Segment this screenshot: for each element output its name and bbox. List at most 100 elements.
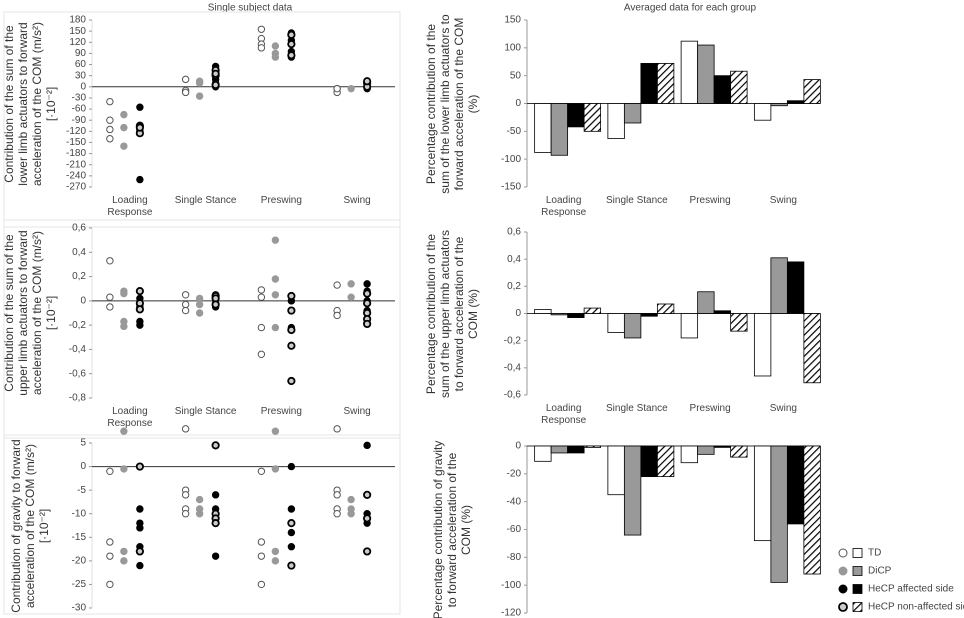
data-point (195, 510, 204, 518)
plot-frame (3, 11, 401, 228)
plot-frame (3, 434, 401, 615)
bar (770, 445, 788, 583)
y-tick-label: 0 (515, 441, 521, 452)
data-point (257, 25, 266, 33)
data-point (106, 257, 114, 265)
x-tick-label: Single Stance (606, 195, 668, 206)
data-point (363, 77, 372, 86)
bar (583, 307, 602, 314)
data-point (333, 425, 341, 433)
data-point (257, 286, 266, 294)
x-tick-label: Swing (769, 195, 797, 206)
data-point (287, 51, 296, 60)
data-point (120, 465, 128, 473)
legend-label: DiCP (868, 566, 892, 577)
data-point (106, 467, 114, 475)
data-point (195, 77, 204, 85)
y-axis-label: Percentage contribution of gravity to fo… (431, 440, 473, 618)
y-tick-label: 0 (80, 295, 86, 306)
x-tick-label: Swing (769, 403, 797, 414)
bar (753, 445, 772, 542)
data-point (347, 495, 355, 504)
y-tick-label: -60 (507, 524, 522, 535)
x-tick-label: Single Stance (174, 406, 237, 417)
y-tick-label: -120 (501, 608, 521, 618)
data-point (106, 303, 114, 311)
data-point (333, 510, 341, 518)
bar (640, 63, 658, 104)
y-tick-label: 60 (75, 59, 87, 70)
data-point (287, 376, 296, 386)
data-point (271, 275, 280, 283)
bar (607, 313, 625, 333)
y-tick-label: 30 (75, 70, 87, 81)
data-point (363, 547, 372, 556)
data-point (181, 491, 190, 499)
data-point (136, 561, 144, 570)
data-point (271, 291, 280, 299)
data-point (106, 97, 114, 106)
data-point (106, 293, 114, 301)
data-point (195, 300, 204, 309)
y-axis-label: Percentage contribution of the sum of th… (424, 13, 480, 194)
bar (567, 313, 585, 318)
data-point (195, 92, 204, 100)
y-tick-label: 0 (515, 308, 521, 319)
data-point (287, 341, 296, 350)
x-tick-label: Single Stance (606, 403, 668, 414)
data-point (257, 552, 266, 560)
bar (730, 445, 748, 458)
x-tick-label: Swing (343, 195, 371, 206)
legend-point (838, 548, 848, 558)
y-tick-label: -0,2 (69, 320, 87, 331)
data-point (136, 505, 144, 513)
bar (534, 309, 552, 314)
plot-frame (3, 219, 401, 439)
y-tick-label: 0,2 (72, 271, 86, 282)
data-point (363, 514, 372, 523)
bar (713, 445, 732, 448)
bar (550, 445, 569, 454)
data-point (271, 427, 280, 435)
y-tick-label: 150 (69, 26, 86, 37)
data-point (120, 322, 128, 331)
legend-label: HeCP affected side (868, 584, 954, 595)
bar (656, 63, 675, 104)
data-point (287, 519, 296, 528)
data-point (181, 75, 190, 84)
y-tick-label: -0,2 (504, 335, 522, 346)
y-axis-label: Percentage contribution of the sum of th… (424, 229, 480, 398)
y-tick-label: 5 (80, 438, 86, 449)
bar (640, 313, 658, 317)
data-point (135, 462, 144, 471)
y-tick-label: -20 (72, 555, 87, 566)
bar (730, 313, 748, 332)
y-tick-label: -100 (501, 154, 521, 165)
bar (583, 445, 602, 448)
data-point (181, 510, 190, 518)
data-point (106, 580, 114, 589)
y-tick-label: 0 (80, 81, 86, 92)
bar (770, 257, 788, 314)
x-tick-label: Preswing (689, 403, 731, 414)
x-tick-label: Swing (343, 406, 371, 417)
data-point (271, 53, 280, 61)
legend-label: HeCP non-affected side (868, 602, 964, 613)
legend-label: TD (868, 548, 881, 559)
data-point (257, 580, 266, 589)
data-point (211, 80, 220, 90)
y-tick-label: -0,6 (504, 390, 522, 401)
data-point (136, 175, 144, 184)
y-tick-label: -0,4 (69, 344, 87, 355)
y-tick-label: 0,4 (507, 254, 521, 265)
data-point (271, 547, 280, 556)
data-point (120, 142, 128, 150)
y-tick-label: -210 (66, 159, 86, 170)
bar (803, 445, 821, 575)
y-tick-label: 0,6 (507, 227, 521, 238)
bar (607, 445, 625, 496)
data-point (257, 350, 266, 358)
data-point (257, 323, 266, 332)
data-point (257, 44, 266, 52)
